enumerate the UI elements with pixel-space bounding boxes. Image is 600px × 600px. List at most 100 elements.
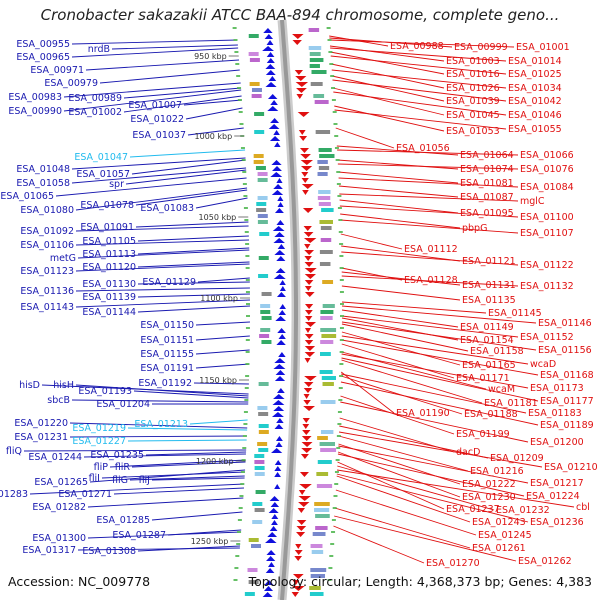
leader-line [125,169,247,185]
right-gene-label: ESA_01056 [396,143,450,154]
reverse-gene-arrow [304,376,317,381]
right-gene-label: ESA_01222 [462,479,516,490]
function-block [254,460,265,464]
right-gene-label: ESA_01122 [520,260,574,271]
left-gene-label: sbcB [47,395,70,406]
leader-line [137,247,250,255]
right-gene-label: mglC [520,196,545,207]
leader-line [131,461,246,468]
leader-line [336,475,471,523]
leader-line [71,167,247,184]
forward-gene-arrow [267,532,278,537]
left-gene-label: ESA_01282 [32,502,86,513]
left-gene-label: ESA_01317 [22,545,76,556]
forward-gene-arrow [263,28,273,33]
left-gene-label: ESA_00983 [8,92,62,103]
function-block [309,58,324,62]
forward-gene-arrow [270,118,280,123]
leader-line [133,390,249,399]
leader-line [69,435,247,438]
reverse-gene-arrow [304,292,315,297]
function-block [309,586,321,590]
leader-line [341,275,519,287]
leader-line [338,445,529,484]
function-block [260,328,271,332]
left-gene-label: ESA_01092 [20,226,74,237]
right-gene-label: ESA_01188 [464,409,518,420]
right-gene-label: ESA_01183 [528,408,582,419]
left-gene-label: ESA_01083 [140,203,194,214]
function-block [321,208,334,212]
right-gene-label: ESA_01145 [488,308,542,319]
reverse-gene-arrow [303,406,315,411]
reverse-gene-arrow [304,322,317,327]
leader-line [330,47,507,62]
left-gene-label: fliQ [6,446,22,457]
leader-line [341,373,527,414]
reverse-gene-arrow [295,544,302,549]
function-block [322,280,334,284]
leader-line [137,293,250,298]
reverse-gene-arrow [294,556,303,561]
function-block [315,526,328,530]
leader-line [75,187,248,211]
forward-gene-arrow [273,184,283,189]
leader-line [334,515,517,562]
right-gene-label: ESA_01112 [404,244,458,255]
reverse-gene-arrow [304,358,311,363]
function-block [254,466,265,470]
reverse-gene-arrow [301,442,313,447]
leader-line [340,219,519,234]
leader-line [337,149,519,156]
leader-line [75,299,250,308]
forward-gene-arrow [272,166,282,171]
forward-gene-arrow [265,82,277,87]
leader-line [77,249,250,259]
function-block [248,52,259,56]
left-label-leaders [23,39,251,552]
function-block [322,304,335,308]
forward-gene-arrow [273,394,285,399]
leader-line [75,384,249,397]
leader-line [193,382,249,385]
right-gene-label: ESA_01177 [540,396,594,407]
reverse-gene-arrow [304,340,314,345]
leader-line [55,177,247,197]
forward-gene-arrow [267,106,279,111]
function-block [315,514,330,518]
left-gene-label: fliG [112,475,128,486]
leader-line [195,321,250,326]
left-gene-label: ESA_01144 [82,307,136,318]
leader-line [89,469,246,483]
forward-gene-arrow [269,136,281,141]
right-labels: ESA_00988 ESA_00999 ESA_01001 ESA_01003 ESA_… [390,41,598,569]
forward-gene-arrow [271,412,284,417]
accession-label: Accession: NC_009778 [8,574,151,589]
reverse-gene-arrow [292,586,305,591]
reverse-gene-arrow [295,82,309,87]
leader-line [337,461,445,510]
leader-line [83,453,246,458]
forward-gene-arrow [269,526,278,531]
forward-gene-arrow [278,352,286,357]
function-block [252,520,263,524]
forward-gene-arrow [275,268,286,273]
right-gene-label: cbl [576,502,590,513]
reverse-gene-arrow [298,130,306,135]
right-gene-label: ESA_01200 [530,437,584,448]
leader-line [197,277,250,283]
right-gene-label: ESA_01014 [508,56,562,67]
right-gene-label: ESA_01190 [396,408,450,419]
left-gene-label: fliR [115,462,131,473]
left-gene-label: fliJ [139,475,150,486]
function-block [320,328,337,332]
function-block [255,490,266,494]
leader-line [127,427,248,431]
left-gene-label: ESA_01123 [20,266,74,277]
forward-gene-arrow [267,94,278,99]
leader-line [341,359,483,404]
function-block [310,82,323,86]
leader-line [338,177,519,188]
reverse-gene-arrow [304,346,316,351]
leader-line [329,45,445,62]
